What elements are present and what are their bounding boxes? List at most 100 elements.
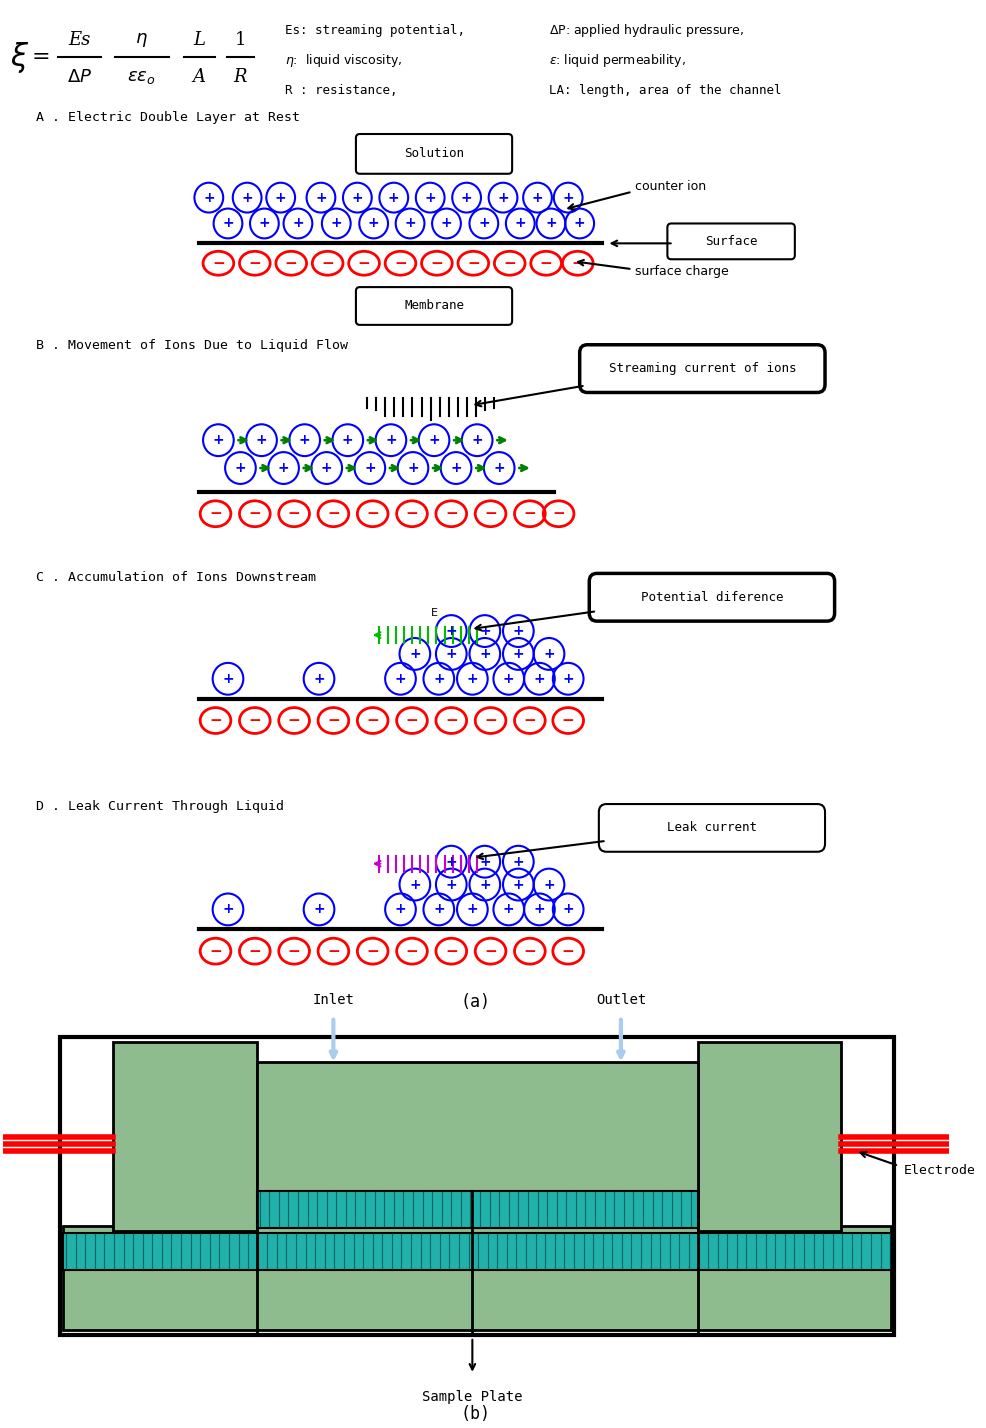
Text: Inlet: Inlet	[313, 992, 354, 1007]
Text: −: −	[552, 507, 564, 521]
Text: −: −	[288, 944, 300, 958]
Text: +: +	[466, 671, 477, 685]
Text: −: −	[326, 713, 339, 728]
Text: +: +	[445, 624, 457, 638]
Text: −: −	[321, 256, 333, 271]
Text: B . Movement of Ions Due to Liquid Flow: B . Movement of Ions Due to Liquid Flow	[36, 340, 348, 353]
Text: +: +	[544, 217, 556, 230]
Text: +: +	[406, 461, 418, 476]
Text: Potential diference: Potential diference	[640, 591, 783, 604]
Text: +: +	[503, 671, 514, 685]
Text: −: −	[445, 507, 458, 521]
Text: −: −	[539, 256, 552, 271]
Text: −: −	[366, 713, 379, 728]
Text: +: +	[315, 190, 326, 204]
Text: +: +	[562, 190, 574, 204]
Text: +: +	[445, 647, 457, 661]
Text: −: −	[366, 507, 379, 521]
Text: C . Accumulation of Ions Downstream: C . Accumulation of Ions Downstream	[36, 571, 316, 584]
Text: −: −	[288, 507, 300, 521]
Text: +: +	[222, 902, 234, 917]
Text: Sample Plate: Sample Plate	[422, 1389, 522, 1404]
Text: −: −	[393, 256, 406, 271]
Text: +: +	[364, 461, 376, 476]
Bar	[256, 1191, 697, 1228]
Text: −: −	[405, 713, 418, 728]
Text: +: +	[533, 902, 544, 917]
Text: counter ion: counter ion	[635, 180, 706, 193]
Text: surface charge: surface charge	[635, 264, 729, 277]
Text: +: +	[497, 190, 509, 204]
Text: +: +	[562, 671, 574, 685]
Text: +: +	[531, 190, 542, 204]
Text: −: −	[484, 944, 496, 958]
Text: −: −	[561, 713, 574, 728]
Text: −: −	[430, 256, 443, 271]
Text: −: −	[405, 944, 418, 958]
Text: E: E	[430, 608, 437, 618]
Text: Membrane: Membrane	[403, 300, 463, 313]
Text: $\eta$: $\eta$	[135, 30, 148, 49]
Text: +: +	[351, 190, 363, 204]
Text: +: +	[445, 855, 457, 868]
Text: +: +	[408, 878, 420, 891]
Text: −: −	[326, 944, 339, 958]
Text: +: +	[471, 433, 482, 447]
Text: Electrode: Electrode	[903, 1164, 974, 1177]
Text: 1: 1	[235, 30, 246, 49]
Text: +: +	[478, 878, 490, 891]
Text: +: +	[394, 671, 406, 685]
Text: +: +	[258, 217, 270, 230]
Text: +: +	[512, 855, 524, 868]
Text: Surface: Surface	[704, 234, 756, 248]
Text: −: −	[326, 507, 339, 521]
Text: $\Delta$P: applied hydraulic pressure,: $\Delta$P: applied hydraulic pressure,	[548, 21, 743, 39]
Bar	[60, 1037, 893, 1335]
Text: +: +	[445, 878, 457, 891]
Text: +: +	[512, 624, 524, 638]
Text: +: +	[368, 217, 379, 230]
Text: Es: Es	[68, 30, 91, 49]
Text: $\varepsilon\varepsilon_o$: $\varepsilon\varepsilon_o$	[127, 69, 156, 86]
FancyBboxPatch shape	[356, 134, 512, 174]
Bar	[112, 1041, 256, 1231]
Text: −: −	[366, 944, 379, 958]
Text: R : resistance,: R : resistance,	[285, 84, 397, 97]
Text: −: −	[503, 256, 516, 271]
Text: −: −	[484, 713, 496, 728]
Text: −: −	[466, 256, 479, 271]
Text: +: +	[277, 461, 289, 476]
Text: +: +	[542, 647, 554, 661]
Text: +: +	[428, 433, 440, 447]
Text: −: −	[523, 713, 535, 728]
Text: A: A	[192, 69, 205, 86]
Bar	[63, 1225, 890, 1329]
Text: +: +	[292, 217, 304, 230]
Text: +: +	[440, 217, 452, 230]
Text: −: −	[248, 256, 261, 271]
Text: $\varepsilon$: liquid permeability,: $\varepsilon$: liquid permeability,	[548, 51, 685, 69]
Text: Outlet: Outlet	[596, 992, 646, 1007]
Text: +: +	[478, 647, 490, 661]
Text: +: +	[478, 624, 490, 638]
FancyBboxPatch shape	[599, 804, 824, 851]
Bar	[256, 1061, 697, 1225]
Text: +: +	[385, 433, 396, 447]
Text: −: −	[571, 256, 584, 271]
Text: −: −	[248, 944, 261, 958]
Text: Leak current: Leak current	[667, 821, 756, 834]
Text: +: +	[330, 217, 342, 230]
Text: +: +	[313, 671, 324, 685]
Text: D . Leak Current Through Liquid: D . Leak Current Through Liquid	[36, 800, 284, 813]
Text: −: −	[357, 256, 370, 271]
Text: LA: length, area of the channel: LA: length, area of the channel	[548, 84, 781, 97]
Text: +: +	[542, 878, 554, 891]
FancyBboxPatch shape	[667, 223, 794, 260]
Text: −: −	[561, 944, 574, 958]
FancyBboxPatch shape	[589, 574, 834, 621]
Text: A . Electric Double Layer at Rest: A . Electric Double Layer at Rest	[36, 110, 300, 124]
Text: −: −	[248, 507, 261, 521]
Text: +: +	[450, 461, 461, 476]
Text: +: +	[478, 855, 490, 868]
Text: +: +	[512, 647, 524, 661]
